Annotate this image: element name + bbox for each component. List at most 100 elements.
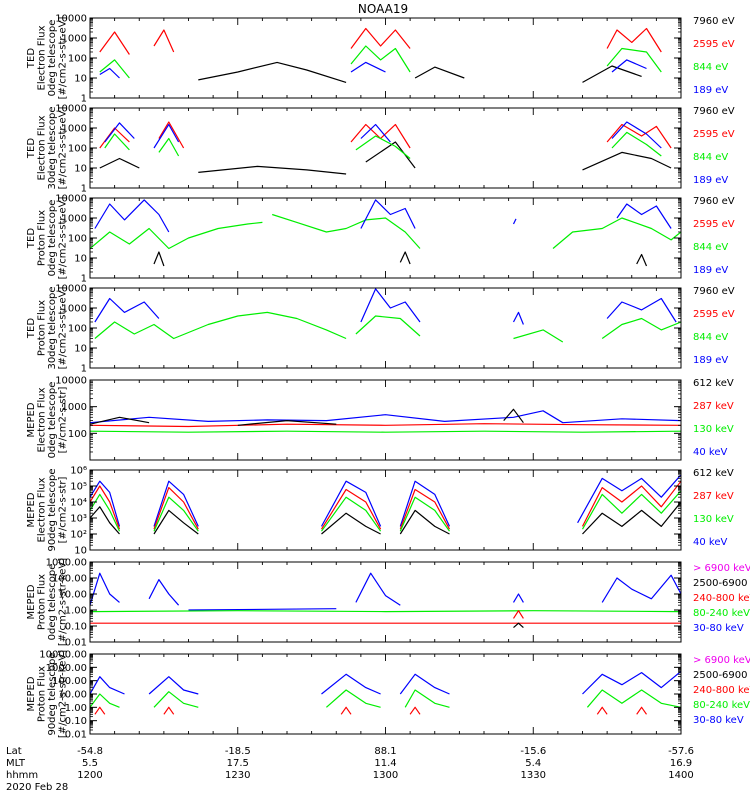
- y-axis-label-line: Electron Flux: [36, 387, 47, 452]
- series-group: [99, 121, 672, 175]
- series-line-red: [94, 706, 106, 715]
- series-group: [90, 670, 681, 715]
- series-line-red: [636, 706, 647, 715]
- series-line-black: [582, 65, 642, 83]
- legend-entry: 287 keV: [693, 401, 734, 412]
- series-line-green: [326, 689, 381, 708]
- legend-entry: 30-80 keV: [693, 715, 744, 726]
- series-line-black: [414, 66, 465, 79]
- series-line-green: [158, 137, 180, 157]
- panel-7: 0.010.101.0010.00100.001000.00MEPEDProto…: [26, 558, 750, 649]
- y-axis-label-line: MEPED: [26, 402, 37, 437]
- y-tick-label: 1000: [62, 124, 87, 135]
- y-tick-label: 10²: [70, 530, 87, 541]
- series-line-red: [153, 487, 199, 530]
- x-row-label-mlt: MLT: [6, 758, 26, 769]
- y-axis-label-line: MEPED: [26, 676, 37, 711]
- y-tick-label: 1.00: [65, 606, 87, 617]
- legend-entry: 7960 eV: [693, 286, 735, 297]
- series-line-red: [99, 31, 130, 55]
- series-group: [90, 572, 681, 629]
- x-tick-lat: -15.6: [520, 746, 546, 757]
- series-line-blue: [94, 199, 170, 233]
- y-tick-label: 1: [81, 364, 87, 375]
- legend-entry: 189 eV: [693, 175, 728, 186]
- legend-entry: 7960 eV: [693, 16, 735, 27]
- series-line-blue: [90, 410, 681, 424]
- y-axis-label: MEPEDElectron Flux0deg telescope[#/cm2-s…: [26, 382, 69, 459]
- y-tick-label: 10.00: [58, 690, 87, 701]
- series-line-blue: [148, 578, 180, 606]
- series-line-black: [90, 416, 150, 425]
- legend-entry: 612 keV: [693, 468, 734, 479]
- series-line-black: [582, 501, 681, 535]
- series-line-red: [163, 706, 175, 715]
- series-line-red: [90, 485, 121, 530]
- y-tick-label: 10: [74, 546, 87, 557]
- series-line-blue: [94, 297, 160, 323]
- series-line-red: [340, 706, 352, 715]
- legend-entry: 2595 eV: [693, 129, 735, 140]
- series-line-blue: [399, 673, 450, 695]
- legend-entry: 2500-6900: [693, 578, 748, 589]
- series-line-red: [158, 121, 185, 149]
- series-line-red: [153, 29, 175, 53]
- series-line-black: [503, 408, 524, 424]
- y-axis-label: TEDProton Flux0deg telescope[#/cm2-s-str…: [26, 197, 69, 280]
- legend-entry: 844 eV: [693, 242, 728, 253]
- series-group: [94, 288, 681, 343]
- x-tick-mlt: 16.9: [670, 758, 692, 769]
- series-group: [99, 27, 662, 83]
- series-line-green: [606, 47, 662, 73]
- series-line-blue: [321, 673, 381, 695]
- y-axis-label-line: Electron Flux: [36, 115, 47, 180]
- x-tick-hhmm: 1230: [225, 770, 250, 781]
- y-tick-label: 1: [81, 274, 87, 285]
- series-line-green: [513, 329, 564, 343]
- legend-entry: 40 keV: [693, 447, 727, 458]
- y-axis-label-line: 0deg telescope: [47, 20, 58, 97]
- y-tick-label: 1000: [62, 402, 87, 413]
- series-line-black: [365, 141, 416, 169]
- series-line-red: [399, 488, 451, 530]
- legend-entry: 189 eV: [693, 265, 728, 276]
- series-line-black: [513, 622, 524, 629]
- y-axis-label-line: 90deg telescope: [47, 468, 58, 551]
- series-line-green: [350, 45, 411, 73]
- y-tick-label: 100: [68, 144, 87, 155]
- series-line-black: [198, 165, 347, 175]
- series-line-green: [153, 496, 199, 532]
- y-axis-label: TEDProton Flux30deg telescope[#/cm2-s-st…: [26, 286, 69, 369]
- series-line-red: [512, 610, 524, 619]
- legend-entry: 844 eV: [693, 332, 728, 343]
- y-tick-label: 10000: [55, 194, 87, 205]
- series-line-red: [409, 706, 421, 715]
- panel-8: 0.010.101.0010.00100.001000.0010000.00ME…: [26, 650, 750, 741]
- series-line-black: [198, 61, 347, 83]
- x-tick-mlt: 5.5: [82, 758, 98, 769]
- legend-entry: 189 eV: [693, 85, 728, 96]
- series-line-red: [350, 27, 411, 49]
- series-line-black: [237, 420, 337, 426]
- series-line-blue: [616, 203, 672, 229]
- y-tick-label: 1000: [62, 304, 87, 315]
- y-axis-label-line: [#/cm2-s-str]: [57, 386, 68, 453]
- panel-frame: [89, 287, 682, 369]
- y-axis-label-line: MEPED: [26, 584, 37, 619]
- y-axis-label-line: [#/cm2-s-str-keV]: [57, 558, 68, 646]
- y-tick-label: 10000: [55, 284, 87, 295]
- series-line-green: [94, 311, 347, 340]
- series-line-green: [90, 610, 681, 613]
- y-axis-label-line: [#/cm2-s-str-keV]: [57, 650, 68, 738]
- series-line-blue: [601, 574, 681, 603]
- y-axis-label-line: MEPED: [26, 492, 37, 527]
- series-line-green: [355, 315, 421, 337]
- panel-frame: [89, 653, 682, 735]
- y-tick-label: 10000.00: [39, 650, 87, 661]
- y-tick-label: 100: [68, 54, 87, 65]
- y-axis-label: MEPEDProton Flux0deg telescope[#/cm2-s-s…: [26, 558, 69, 646]
- y-axis-label: MEPEDElectron Flux90deg telescope[#/cm2-…: [26, 468, 69, 551]
- series-line-black: [153, 509, 199, 535]
